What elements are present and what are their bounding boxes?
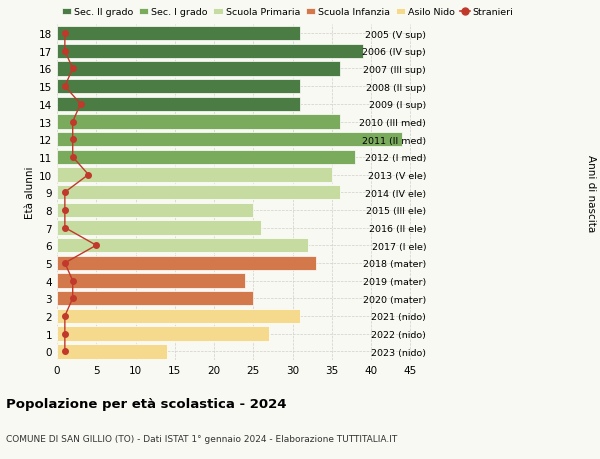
Bar — [57, 203, 253, 218]
Text: Anni di nascita: Anni di nascita — [586, 154, 596, 231]
Point — [68, 136, 77, 144]
Bar — [57, 133, 403, 147]
Bar — [57, 327, 269, 341]
Bar — [57, 274, 245, 288]
Bar — [57, 185, 340, 200]
Bar — [57, 221, 261, 235]
Point — [60, 207, 70, 214]
Bar — [57, 115, 340, 129]
Bar — [57, 45, 363, 59]
Point — [68, 66, 77, 73]
Y-axis label: Età alunni: Età alunni — [25, 167, 35, 219]
Bar — [57, 256, 316, 270]
Point — [60, 348, 70, 355]
Bar — [57, 62, 340, 77]
Point — [60, 189, 70, 196]
Bar — [57, 150, 355, 165]
Bar — [57, 344, 167, 359]
Point — [60, 224, 70, 232]
Bar — [57, 291, 253, 306]
Bar — [57, 168, 332, 182]
Point — [60, 330, 70, 337]
Point — [60, 48, 70, 56]
Bar — [57, 80, 301, 94]
Point — [68, 118, 77, 126]
Bar — [57, 239, 308, 253]
Point — [68, 154, 77, 161]
Point — [68, 295, 77, 302]
Point — [60, 30, 70, 38]
Text: COMUNE DI SAN GILLIO (TO) - Dati ISTAT 1° gennaio 2024 - Elaborazione TUTTITALIA: COMUNE DI SAN GILLIO (TO) - Dati ISTAT 1… — [6, 434, 397, 443]
Legend: Sec. II grado, Sec. I grado, Scuola Primaria, Scuola Infanzia, Asilo Nido, Stran: Sec. II grado, Sec. I grado, Scuola Prim… — [62, 8, 514, 17]
Point — [60, 260, 70, 267]
Bar — [57, 97, 301, 112]
Point — [91, 242, 101, 249]
Text: Popolazione per età scolastica - 2024: Popolazione per età scolastica - 2024 — [6, 397, 287, 410]
Point — [68, 277, 77, 285]
Point — [76, 101, 85, 108]
Point — [83, 172, 93, 179]
Bar — [57, 309, 301, 324]
Point — [60, 313, 70, 320]
Point — [60, 83, 70, 90]
Bar — [57, 27, 301, 41]
